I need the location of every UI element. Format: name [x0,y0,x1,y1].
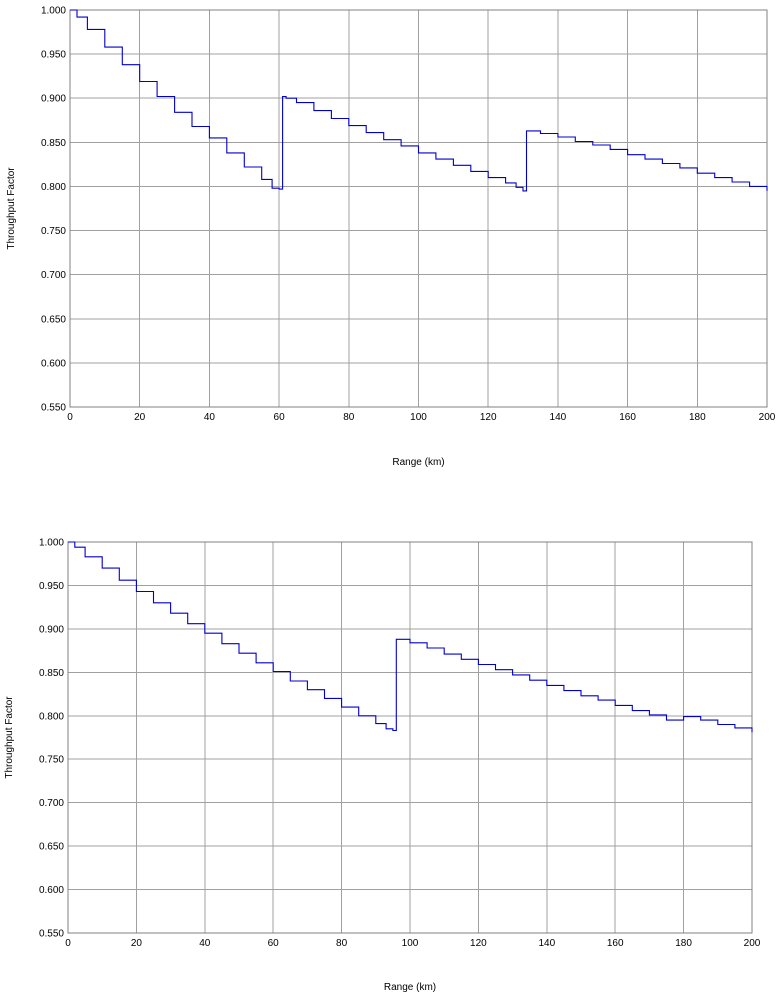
x-tick-label: 60 [274,412,286,423]
x-tick-label: 80 [336,938,348,949]
y-tick-label: 0.750 [39,755,64,766]
y-tick-label: 0.700 [41,270,66,281]
x-tick-label: 20 [134,412,146,423]
y-tick-label: 0.550 [39,929,64,940]
y-tick-label: 0.750 [41,226,66,237]
y-tick-label: 0.850 [39,668,64,679]
y-tick-label: 0.550 [41,403,66,414]
top-chart: 0 20 40 60 80 100 120 140 160 180 200 0.550 0.600 0.6… [0,0,779,480]
x-tick-label: 160 [607,938,624,949]
y-tick-label: 0.650 [39,842,64,853]
x-axis-label: Range (km) [392,457,444,468]
x-tick-label: 160 [619,412,636,423]
x-tick-label: 40 [199,938,211,949]
y-tick-label: 0.900 [41,94,66,105]
x-tick-label: 120 [470,938,487,949]
y-tick-label: 0.600 [41,358,66,369]
y-tick-label: 0.850 [41,138,66,149]
x-tick-label: 180 [689,412,706,423]
bottom-chart-svg: 0 20 40 60 80 100 120 140 160 180 200 0.550 0.600 0.6… [4,538,761,994]
x-tick-label: 0 [67,412,73,423]
y-tick-label: 0.700 [39,798,64,809]
x-tick-label: 180 [675,938,692,949]
y-tick-label: 0.950 [39,581,64,592]
plot-area-frame [67,541,753,934]
y-tick-label: 0.600 [39,885,64,896]
x-tick-label: 40 [204,412,216,423]
y-tick-label: 0.650 [41,314,66,325]
x-tick-label: 60 [268,938,280,949]
x-tick-label: 0 [65,938,71,949]
series-line [68,541,753,733]
x-tick-label: 200 [744,938,761,949]
x-tick-label: 100 [402,938,419,949]
y-axis-label: Throughput Factor [4,696,15,779]
x-tick-label: 80 [343,412,355,423]
x-tick-label: 120 [480,412,497,423]
y-tick-label: 0.900 [39,624,64,635]
bottom-chart: 0 20 40 60 80 100 120 140 160 180 200 0.550 0.600 0.6… [0,530,779,1000]
x-tick-label: 20 [131,938,143,949]
x-tick-label: 140 [550,412,567,423]
x-axis-label: Range (km) [384,982,436,993]
x-tick-label: 140 [538,938,555,949]
y-tick-label: 1.000 [41,6,66,17]
x-tick-label: 200 [759,412,776,423]
y-tick-label: 0.800 [41,182,66,193]
y-tick-label: 1.000 [39,538,64,549]
y-tick-label: 0.950 [41,50,66,61]
top-chart-svg: 0 20 40 60 80 100 120 140 160 180 200 0.550 0.600 0.6… [6,6,776,469]
y-axis-label: Throughput Factor [6,167,17,250]
plot-area-frame [69,9,768,408]
y-tick-label: 0.800 [39,711,64,722]
x-tick-label: 100 [410,412,427,423]
series-line [70,9,768,192]
